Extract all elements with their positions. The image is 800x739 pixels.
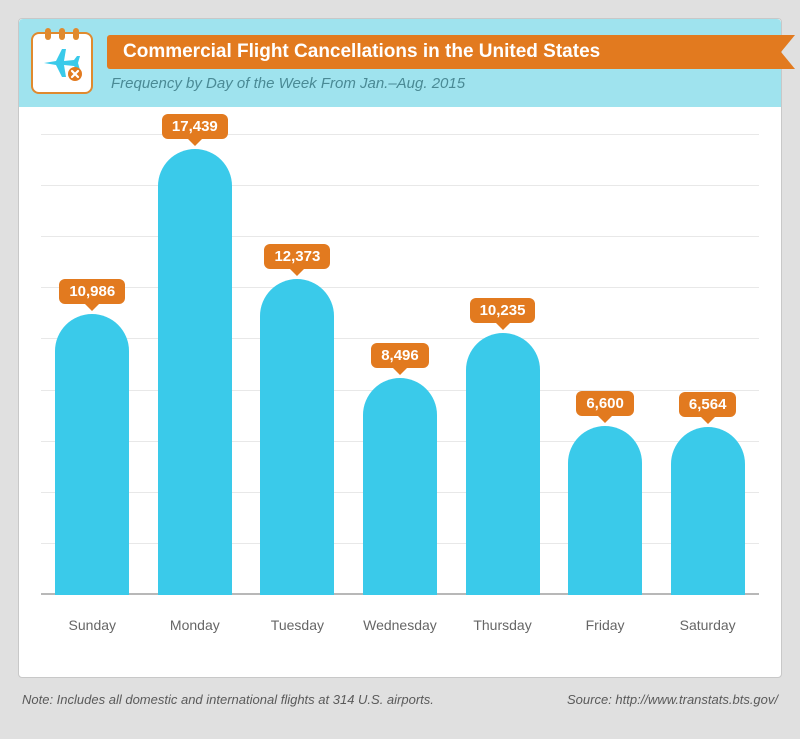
- value-label: 10,986: [59, 279, 125, 304]
- x-label: Friday: [558, 617, 651, 633]
- value-label: 6,600: [576, 391, 634, 416]
- bar-wednesday: 8,496: [353, 343, 446, 595]
- bar: [568, 426, 642, 595]
- bar-thursday: 10,235: [456, 298, 549, 595]
- x-label: Thursday: [456, 617, 549, 633]
- value-label: 17,439: [162, 114, 228, 139]
- bars-container: 10,98617,43912,3738,49610,2356,6006,564: [41, 135, 759, 595]
- x-label: Wednesday: [353, 617, 446, 633]
- bar-tuesday: 12,373: [251, 244, 344, 595]
- bar-friday: 6,600: [558, 391, 651, 595]
- chart-card: Commercial Flight Cancellations in the U…: [18, 18, 782, 678]
- calendar-plane-cancel-icon: [31, 32, 93, 94]
- footer-source: Source: http://www.transtats.bts.gov/: [567, 692, 778, 707]
- chart-area: 10,98617,43912,3738,49610,2356,6006,564 …: [19, 107, 781, 647]
- bar: [55, 314, 129, 595]
- bar-monday: 17,439: [148, 114, 241, 595]
- bar-sunday: 10,986: [46, 279, 139, 595]
- x-axis-labels: Sunday Monday Tuesday Wednesday Thursday Frid…: [41, 617, 759, 633]
- footer: Note: Includes all domestic and internat…: [18, 692, 782, 707]
- footer-note: Note: Includes all domestic and internat…: [22, 692, 434, 707]
- title-block: Commercial Flight Cancellations in the U…: [107, 35, 769, 92]
- value-label: 8,496: [371, 343, 429, 368]
- bar: [363, 378, 437, 595]
- x-label: Saturday: [661, 617, 754, 633]
- x-label: Tuesday: [251, 617, 344, 633]
- header-bar: Commercial Flight Cancellations in the U…: [19, 19, 781, 107]
- x-label: Monday: [148, 617, 241, 633]
- value-label: 6,564: [679, 392, 737, 417]
- value-label: 10,235: [470, 298, 536, 323]
- bar: [158, 149, 232, 595]
- x-label: Sunday: [46, 617, 139, 633]
- bar: [671, 427, 745, 595]
- bar: [466, 333, 540, 595]
- chart-title: Commercial Flight Cancellations in the U…: [107, 35, 781, 69]
- bar: [260, 279, 334, 595]
- chart-subtitle: Frequency by Day of the Week From Jan.–A…: [107, 75, 769, 92]
- bar-saturday: 6,564: [661, 392, 754, 595]
- plane-icon: [40, 43, 84, 83]
- value-label: 12,373: [264, 244, 330, 269]
